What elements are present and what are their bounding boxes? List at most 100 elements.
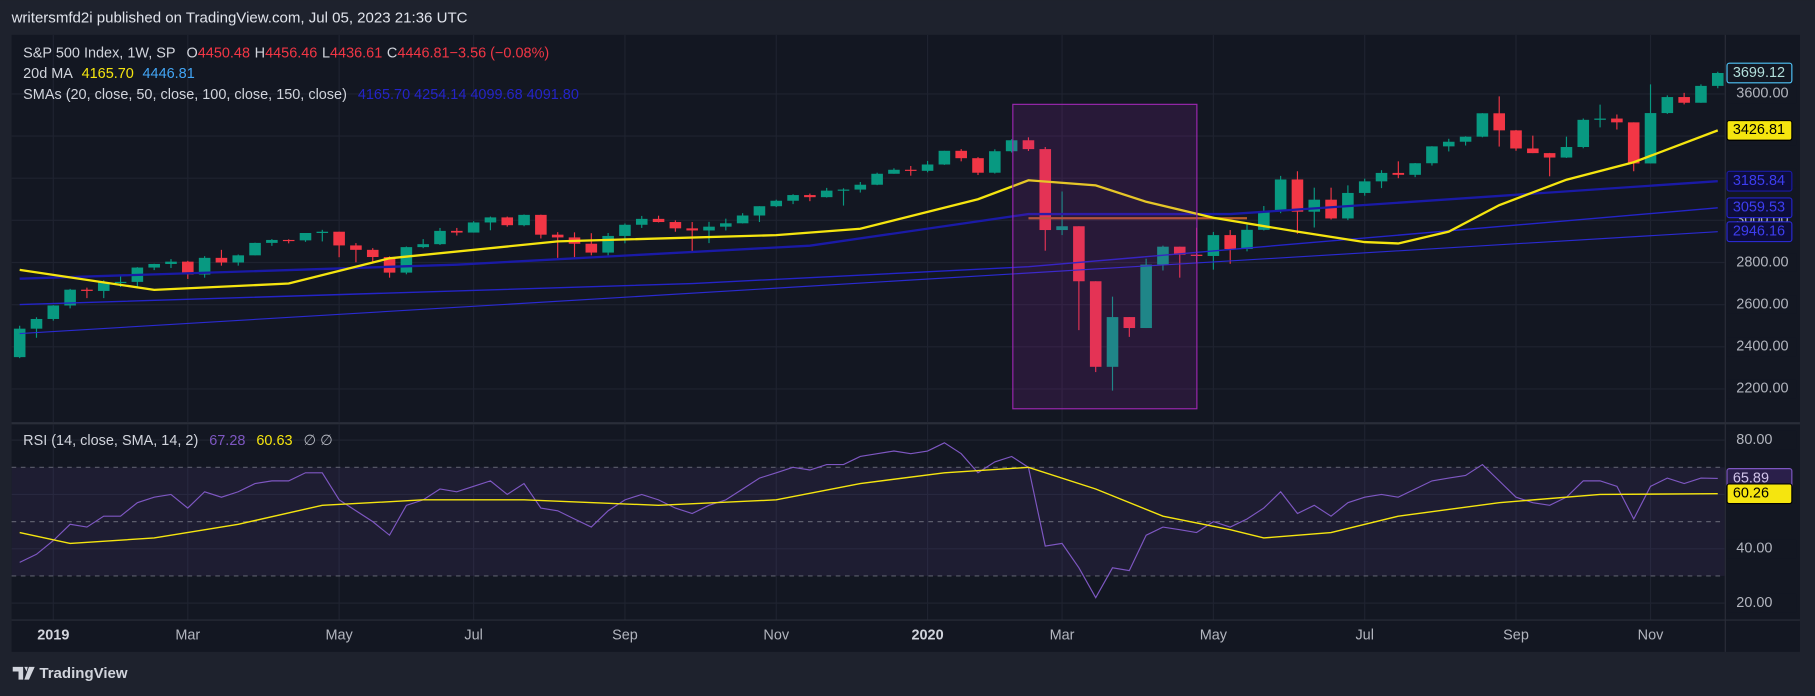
candle-body (81, 289, 93, 291)
moving-average-line (19, 129, 1719, 292)
candle-body (1476, 113, 1489, 137)
candle-body (1409, 163, 1421, 175)
candle-body (1224, 235, 1236, 250)
candle-body (1543, 153, 1556, 158)
candle-body (720, 223, 732, 227)
candle-body (1392, 172, 1405, 175)
rsi-sma-value: 60.63 (256, 433, 292, 449)
candle-body (1073, 226, 1085, 282)
x-tick-label: Nov (1638, 627, 1664, 643)
candle-body (888, 169, 900, 174)
x-tick-label: Mar (175, 627, 200, 643)
rsi-legend: RSI (14, close, SMA, 14, 2) 67.28 60.63 … (23, 433, 333, 449)
candle-body (1005, 140, 1018, 152)
value-label-box (1726, 197, 1793, 219)
candle-body (299, 232, 312, 241)
candle-body (198, 257, 211, 275)
x-tick-label: 2020 (911, 627, 943, 643)
candle-body (215, 257, 228, 263)
candle-body (1510, 130, 1522, 149)
rsi-name: RSI (14, close, SMA, 14, 2) (23, 433, 198, 449)
candle-body (535, 214, 547, 235)
candle-body (652, 218, 665, 223)
candle-body (1140, 264, 1152, 329)
candle-body (484, 217, 497, 223)
candle-body (400, 247, 413, 273)
ma-name: 20d MA (23, 66, 73, 82)
rsi-value: 67.28 (209, 433, 245, 449)
candle-body (1459, 136, 1472, 142)
candle-body (871, 173, 883, 185)
sma-values: 4165.70 4254.14 4099.68 4091.80 (358, 87, 579, 103)
candle-body (1291, 179, 1304, 212)
candle-body (47, 305, 60, 319)
ohlc-key: L (322, 45, 330, 61)
tick-label-bg (1727, 430, 1797, 450)
candle-body (1258, 211, 1270, 230)
value-label-box (1726, 170, 1793, 192)
ohlc-value: 4450.48 (198, 45, 250, 61)
candle-body (1123, 317, 1136, 329)
y-tick-label: 2200.00 (1736, 381, 1788, 397)
y-tick-label: 80.00 (1736, 432, 1772, 448)
candle-body (1426, 146, 1438, 164)
candle-body (1594, 118, 1606, 120)
moving-average-line (19, 180, 1718, 280)
rsi-extra: ∅ ∅ (304, 433, 333, 449)
y-tick-label: 2600.00 (1736, 296, 1788, 312)
y-tick-label: 20.00 (1736, 595, 1772, 611)
value-label-box (1726, 483, 1793, 505)
candle-body (602, 235, 614, 253)
candle-body (837, 189, 850, 191)
candle-body (350, 245, 362, 250)
candle-body (1577, 119, 1590, 148)
candle-body (551, 234, 564, 238)
ohlc-value: 4436.61 (330, 45, 382, 61)
candle-body (585, 243, 598, 253)
tick-label-bg (1727, 84, 1797, 104)
candle-body (383, 257, 396, 273)
value-label-box (1726, 62, 1793, 84)
candle-body (1644, 113, 1657, 164)
candle-body (1711, 73, 1724, 86)
value-label: 2946.16 (1733, 224, 1785, 240)
ohlc-value: 4456.46 (265, 45, 317, 61)
ohlc-legend: O4450.48 H4456.46 L4436.61 C4446.81−3.56 (−… (187, 45, 550, 61)
candle-body (64, 289, 76, 306)
ohlc-value: 4446.81 (397, 45, 449, 61)
candle-body (282, 239, 295, 242)
y-tick-label: 40.00 (1736, 541, 1772, 557)
candle-body (938, 150, 951, 165)
candle-body (1207, 235, 1220, 256)
x-tick-label: Jul (464, 627, 482, 643)
candle-body (1022, 140, 1035, 150)
candle-body (1611, 118, 1623, 123)
candle-body (1627, 122, 1640, 164)
candle-body (1274, 179, 1287, 212)
ohlc-key: H (255, 45, 265, 61)
candle-body (1056, 226, 1068, 231)
candle-body (182, 261, 194, 275)
candle-body (417, 244, 429, 248)
brand: TradingView (39, 665, 128, 682)
value-label-box (1726, 119, 1793, 141)
candle-body (366, 249, 379, 258)
tick-label-bg (1727, 253, 1797, 272)
candle-body (955, 150, 967, 159)
value-label: 3699.12 (1733, 65, 1785, 81)
candle-body (804, 195, 816, 198)
candle-body (686, 228, 698, 231)
candle-body (1661, 97, 1674, 114)
tick-label-bg (1727, 379, 1797, 399)
candle-body (753, 206, 766, 216)
ohlc-value: −3.56 (−0.08%) (450, 45, 550, 61)
candle-body (703, 226, 715, 231)
y-tick-label: 2800.00 (1736, 254, 1788, 270)
y-tick-label: 2400.00 (1736, 339, 1788, 355)
candle-body (30, 318, 43, 329)
ohlc-key: C (387, 45, 397, 61)
candle-body (467, 222, 480, 233)
candle-body (1039, 149, 1052, 231)
x-tick-label: Sep (1503, 627, 1529, 643)
rsi-pane (11, 423, 1725, 620)
